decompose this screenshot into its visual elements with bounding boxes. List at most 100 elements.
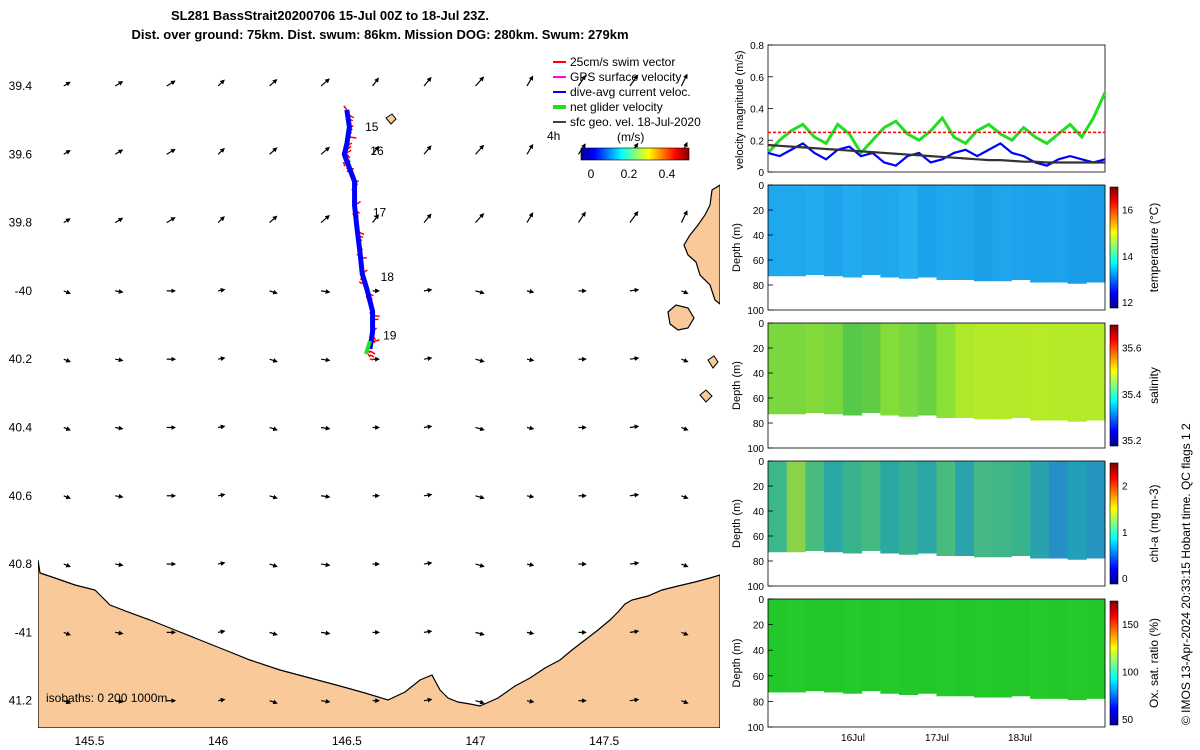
depth-tick: 40: [753, 231, 765, 242]
surface-vector: [629, 356, 640, 361]
surface-vector: [115, 494, 124, 499]
depth-tick: 80: [753, 281, 765, 292]
surface-vector: [320, 215, 330, 224]
swim-vector: [343, 105, 348, 111]
colorbar-tick: 100: [1122, 667, 1139, 678]
surface-vector: [475, 494, 485, 500]
map-ytick-label: 39.4: [9, 79, 33, 93]
surface-vector: [321, 357, 331, 363]
colorbar-tick: 1: [1122, 528, 1128, 539]
colorbar-tick-1: 0.2: [621, 167, 638, 181]
colorbar-label: chl-a (mg m-3): [1147, 484, 1161, 562]
surface-vector: [423, 629, 433, 635]
velocity-series-line: [767, 142, 1106, 167]
heatmap-column: [917, 599, 937, 694]
surface-vector: [218, 424, 226, 430]
legend-label-current: dive-avg current veloc.: [570, 85, 691, 99]
flinders-island: [683, 184, 720, 305]
surface-vector: [681, 562, 689, 568]
surface-vector: [423, 287, 433, 293]
colorbar-unit: (m/s): [617, 130, 644, 144]
day-labels: 15 16 17 18 19: [365, 120, 397, 342]
heatmap-column: [1011, 323, 1031, 418]
heatmap-column: [1086, 185, 1106, 283]
heatmap-column: [1030, 185, 1050, 283]
heatmap-column: [768, 461, 788, 553]
surface-vector: [269, 563, 278, 568]
velocity-series-line: [767, 143, 1105, 164]
heatmap-column: [805, 323, 825, 413]
heatmap-column: [1067, 461, 1087, 560]
surface-vector: [218, 629, 226, 635]
depth-tick: 0: [758, 595, 764, 606]
surface-vector: [629, 211, 639, 223]
heatmap-column: [786, 599, 806, 693]
heatmap-column: [1067, 185, 1087, 284]
surface-vector: [475, 426, 485, 432]
heatmap-column: [1011, 461, 1031, 556]
surface-vector: [321, 562, 331, 568]
heatmap-column: [973, 461, 994, 558]
surface-vector: [269, 215, 278, 224]
surface-vector: [629, 287, 640, 293]
heatmap-column: [861, 599, 881, 692]
heatmap-salinity: 0 20 40 60 80 100 Depth (m) 35.6 35.4 35.2 salinit…: [731, 319, 1161, 455]
surface-vector: [681, 289, 689, 295]
colorbar-tick: 16: [1122, 206, 1134, 217]
surface-vector: [681, 631, 689, 636]
surface-vector: [526, 75, 534, 87]
colorbar-tick-2: 0.4: [659, 167, 676, 181]
surface-vector: [681, 494, 689, 500]
map-panel: 145.5 146 146.5 147 147.5 39.4 39.6 39.8 -40 40.2…: [9, 55, 720, 748]
surface-vector: [218, 287, 226, 293]
surface-vector: [629, 424, 640, 430]
heatmap-temperature: 0 20 40 60 80 100 Depth (m) 16 14 12 temperature (…: [731, 181, 1161, 317]
velocity-ytick: 0.2: [750, 136, 764, 147]
surface-vector: [114, 217, 124, 224]
surface-vector: [321, 494, 331, 499]
depth-tick: 100: [747, 582, 764, 593]
depth-ylabel: Depth (m): [731, 639, 743, 688]
heatmap-column: [768, 185, 788, 277]
surface-vector: [680, 73, 688, 87]
velocity-series-line: [766, 92, 1107, 156]
swim-vector: [349, 136, 357, 139]
surface-vector: [63, 218, 71, 224]
surface-vector: [423, 356, 433, 361]
swim-vector: [369, 358, 374, 361]
swim-vector: [369, 350, 376, 355]
depth-tick: 60: [753, 532, 765, 543]
heatmap-column: [842, 599, 863, 694]
heatmap-column: [1086, 323, 1106, 421]
surface-vector: [63, 426, 71, 431]
surface-vector: [63, 699, 71, 705]
depth-tick: 60: [753, 394, 765, 405]
heatmap-column: [973, 323, 994, 420]
scale-label-4h: 4h: [547, 129, 560, 143]
map-ytick-label: -41: [15, 625, 33, 639]
map-xtick-label: 147: [465, 734, 485, 748]
surface-vector: [423, 492, 433, 498]
heatmap-column: [1048, 185, 1069, 283]
surface-vector: [166, 217, 176, 224]
surface-vector: [166, 148, 176, 155]
title-line-1: SL281 BassStrait20200706 15-Jul 00Z to 1…: [171, 8, 489, 23]
heatmap-column: [992, 323, 1012, 420]
heatmap-column: [955, 185, 975, 280]
depth-tick: 20: [753, 621, 765, 632]
heatmap-column: [786, 185, 806, 277]
map-ytick-label: 41.2: [9, 694, 33, 708]
surface-vector: [526, 698, 535, 704]
velocity-ytick: 0.4: [750, 105, 764, 116]
heatmap-column: [1030, 461, 1050, 559]
surface-vector: [115, 630, 124, 636]
colorbar-label: temperature (°C): [1147, 203, 1161, 293]
heatmap-column: [899, 185, 919, 279]
depth-ylabel: Depth (m): [731, 499, 743, 548]
heatmap-column: [992, 599, 1012, 698]
surface-vector: [166, 80, 176, 87]
surface-vector: [269, 78, 278, 87]
depth-tick: 100: [747, 444, 764, 455]
tasmania-land: [38, 559, 720, 728]
surface-vector: [423, 561, 433, 566]
